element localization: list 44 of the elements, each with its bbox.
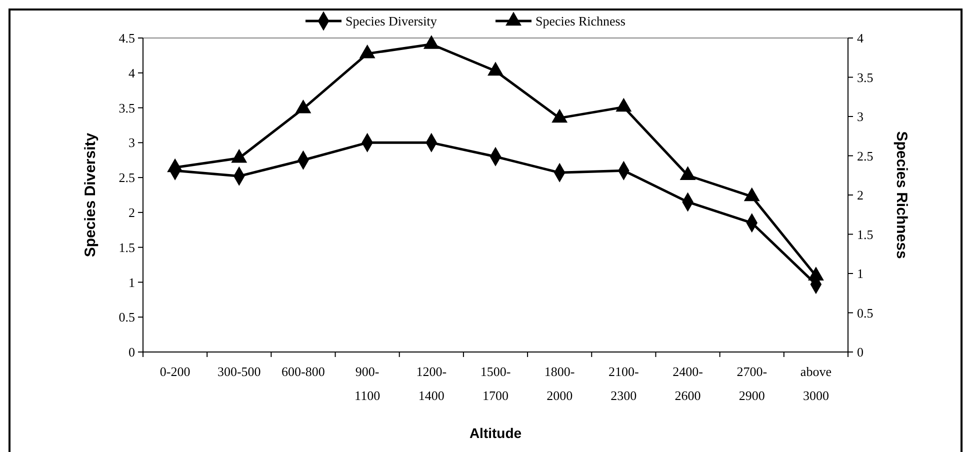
y2-tick-label: 1 (857, 266, 864, 282)
y-tick-label: 3 (128, 135, 135, 150)
x-tick-label: 2400- 2600 (672, 364, 703, 403)
y2-axis-title: Species Richness (893, 131, 910, 259)
x-tick-label: 900- 1100 (354, 364, 380, 403)
y2-tick-label: 2 (857, 188, 864, 203)
y-tick-label: 4.5 (118, 30, 135, 46)
y2-tick-label: 3.5 (857, 70, 874, 85)
x-tick-label: 0-200 (160, 364, 190, 379)
y2-tick-label: 4 (857, 30, 864, 46)
x-tick-label: 2100- 2300 (608, 364, 639, 403)
y-tick-label: 1 (128, 274, 135, 290)
x-tick-label: 1800- 2000 (544, 364, 575, 403)
x-axis-title: Altitude (469, 425, 522, 441)
point (616, 98, 632, 112)
legend-label: Species Diversity (346, 14, 438, 29)
y2-tick-label: 3 (857, 109, 864, 124)
point (744, 187, 760, 202)
y-tick-label: 0.5 (118, 310, 135, 325)
x-tick-label: 1500- 1700 (480, 364, 511, 403)
legend-label: Species Richness (536, 14, 626, 29)
point (295, 99, 312, 114)
y2-tick-label: 2.5 (857, 148, 874, 164)
y-tick-label: 2 (128, 204, 135, 220)
x-tick-label: above 3000 (800, 364, 832, 403)
y2-tick-label: 1.5 (857, 226, 874, 242)
point (488, 62, 504, 76)
y-axis-title: Species Diversity (82, 132, 99, 258)
point (423, 35, 440, 49)
x-tick-label: 600-800 (282, 364, 325, 379)
x-tick-label: 2700- 2900 (736, 364, 768, 403)
y-tick-label: 3.5 (118, 100, 135, 116)
point (680, 166, 696, 180)
x-tick-label: 1200- 1400 (416, 364, 447, 403)
y-tick-label: 2.5 (118, 170, 135, 186)
y-tick-label: 4 (128, 65, 136, 80)
point (231, 148, 248, 163)
point (552, 108, 568, 123)
y2-tick-label: 0 (857, 344, 864, 360)
y2-tick-label: 0.5 (857, 305, 874, 320)
x-tick-label: 300-500 (217, 364, 261, 379)
point (359, 44, 376, 58)
y-tick-label: 1.5 (118, 240, 135, 255)
y-tick-label: 0 (128, 344, 135, 360)
